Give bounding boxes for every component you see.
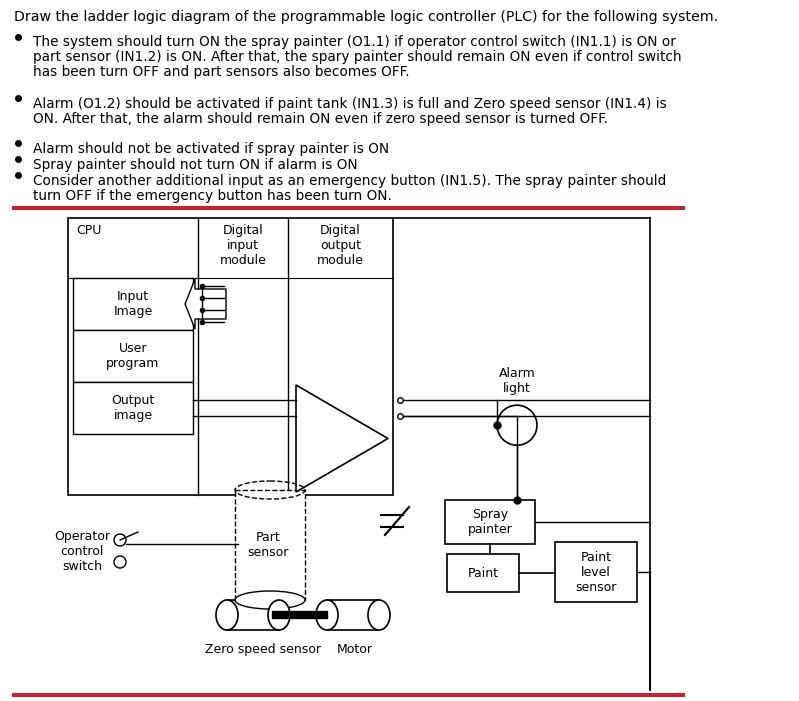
- Polygon shape: [185, 279, 226, 329]
- Ellipse shape: [235, 591, 305, 609]
- Text: Alarm
light: Alarm light: [499, 367, 535, 395]
- Bar: [227, 600, 279, 630]
- Text: has been turn OFF and part sensors also becomes OFF.: has been turn OFF and part sensors also …: [33, 65, 410, 79]
- Text: Output
image: Output image: [111, 394, 155, 422]
- Ellipse shape: [316, 600, 338, 630]
- Text: ON. After that, the alarm should remain ON even if zero speed sensor is turned O: ON. After that, the alarm should remain …: [33, 112, 608, 126]
- Bar: [68, 218, 393, 495]
- Text: Paint: Paint: [467, 566, 499, 580]
- Ellipse shape: [216, 600, 238, 630]
- Text: turn OFF if the emergency button has been turn ON.: turn OFF if the emergency button has bee…: [33, 189, 392, 203]
- Bar: [73, 382, 193, 434]
- Text: Motor: Motor: [337, 643, 373, 656]
- Ellipse shape: [368, 600, 390, 630]
- Text: Digital
output
module: Digital output module: [317, 224, 364, 267]
- Bar: [555, 542, 637, 602]
- Text: Draw the ladder logic diagram of the programmable logic controller (PLC) for the: Draw the ladder logic diagram of the pro…: [14, 10, 718, 24]
- Text: Part
sensor: Part sensor: [248, 531, 288, 559]
- Text: The system should turn ON the spray painter (O1.1) if operator control switch (I: The system should turn ON the spray pain…: [33, 35, 676, 49]
- Text: Input
Image: Input Image: [113, 290, 153, 318]
- Bar: [327, 600, 379, 630]
- Text: Spray
painter: Spray painter: [467, 508, 512, 536]
- Text: Zero speed sensor: Zero speed sensor: [205, 643, 321, 656]
- Text: Alarm should not be activated if spray painter is ON: Alarm should not be activated if spray p…: [33, 142, 389, 156]
- Text: Operator
control
switch: Operator control switch: [54, 530, 110, 573]
- Text: CPU: CPU: [76, 224, 101, 237]
- Bar: [235, 490, 305, 600]
- Text: Consider another additional input as an emergency button (IN1.5). The spray pain: Consider another additional input as an …: [33, 174, 666, 188]
- Text: User
program: User program: [106, 342, 160, 370]
- Bar: [447, 554, 519, 592]
- Bar: [445, 501, 535, 544]
- Text: Alarm (O1.2) should be activated if paint tank (IN1.3) is full and Zero speed se: Alarm (O1.2) should be activated if pain…: [33, 97, 666, 111]
- Bar: [73, 278, 193, 330]
- Text: Paint
level
sensor: Paint level sensor: [575, 551, 617, 594]
- Polygon shape: [296, 385, 388, 492]
- Text: Spray painter should not turn ON if alarm is ON: Spray painter should not turn ON if alar…: [33, 158, 358, 172]
- Bar: [73, 330, 193, 382]
- Text: Digital
input
module: Digital input module: [220, 224, 266, 267]
- Ellipse shape: [268, 600, 290, 630]
- Text: part sensor (IN1.2) is ON. After that, the spary painter should remain ON even i: part sensor (IN1.2) is ON. After that, t…: [33, 50, 682, 64]
